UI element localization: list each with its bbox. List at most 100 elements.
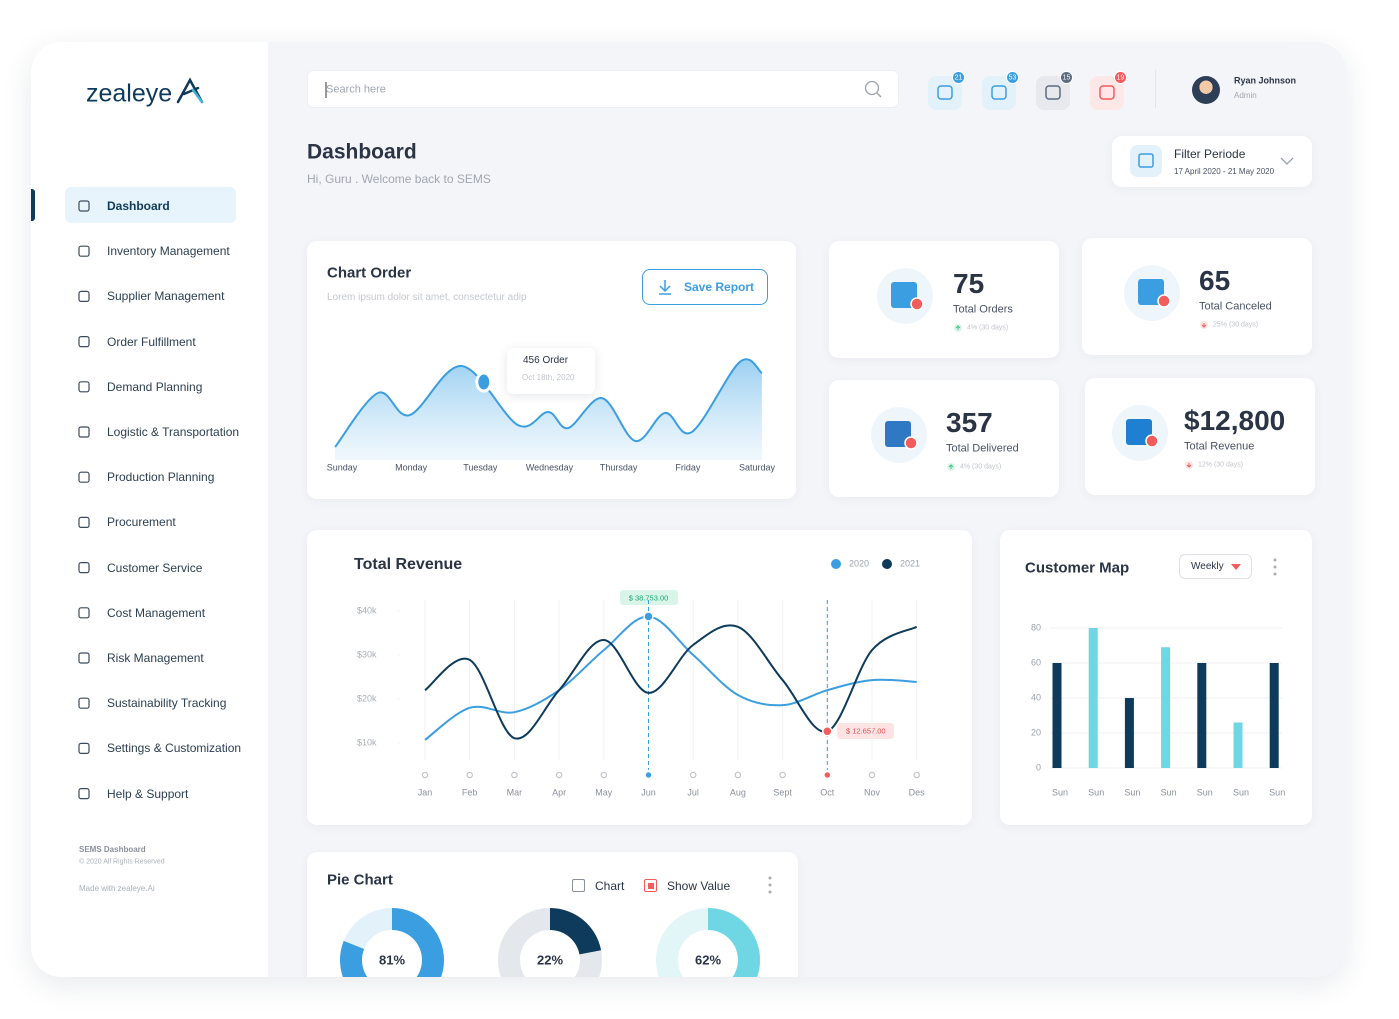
x-tick-label: Sun [1232,787,1250,798]
value-label-bg [619,590,678,605]
user-role: Admin [1234,91,1257,100]
menu-item[interactable]: Dashboard [107,199,170,213]
sidebar [31,42,268,977]
checkbox-check [647,882,654,889]
x-tick-label: Sunday [326,462,358,473]
legend-label: 2020 [849,558,870,569]
menu-item[interactable]: Risk Management [107,651,204,665]
stat-value: 75 [953,268,985,299]
x-tick-label: Sun [1160,787,1177,798]
x-tick-label: Mar [506,787,523,798]
stat-value: $12,800 [1184,405,1286,436]
menu-item[interactable]: Settings & Customization [107,741,242,756]
x-tick-label: Tuesday [463,462,498,473]
x-tick-label: Sun [1088,787,1105,798]
stat-label: Total Revenue [1184,440,1255,453]
x-tick-label: Wednesday [525,462,574,473]
stat-change: 12% (30 days) [1198,461,1244,469]
notification-badge [1060,71,1073,84]
footer-credit: Made with zealeye.Ai [79,884,155,893]
x-tick-label: Sun [1124,787,1141,798]
user-name: Ryan Johnson [1234,75,1297,86]
stat-card [829,241,1059,358]
stat-label: Total Delivered [946,442,1019,455]
menu-active-bg [65,187,236,223]
stat-trend-dot [947,463,955,471]
x-tick-label: Aug [729,787,746,798]
x-tick-label: Jun [641,787,656,798]
stat-icon-bg [871,407,927,463]
menu-active-indicator [31,189,35,221]
notification-badge [1006,71,1019,84]
page-title: Dashboard [307,140,417,164]
total-revenue-card [307,530,972,825]
x-tick-label: Des [908,787,925,798]
menu-item[interactable]: Customer Service [107,560,203,575]
x-tick-label: Friday [675,462,701,473]
search-placeholder: Search here [326,83,386,96]
stat-trend-dot [1200,321,1208,329]
footer-copyright: © 2020 All Rights Reserved [79,858,165,866]
y-tick-label: 20 [1030,727,1041,738]
stat-trend-dot [954,324,962,332]
stat-card [829,380,1059,497]
y-tick-label: $30k [357,649,377,660]
x-tick-label: Oct [820,787,835,798]
notification-badge [1114,71,1127,84]
stat-icon-bg [1112,405,1168,461]
dropdown-label: Weekly [1191,560,1224,572]
search-box[interactable] [307,70,899,108]
menu-item[interactable]: Procurement [107,515,176,530]
tooltip-date: Oct 18th, 2020 [522,373,575,382]
x-tick-label: Sun [1269,787,1286,798]
x-tick-label: Apr [552,787,567,798]
filter-icon-bg [1130,145,1162,177]
stat-change: 4% (30 days) [960,463,1002,471]
avatar[interactable] [1192,76,1220,104]
notification-count: 21 [954,74,963,81]
customer-map-card [1000,530,1312,825]
card-title: Chart Order [327,264,412,282]
x-tick-label: May [595,787,613,798]
menu-item[interactable]: Cost Management [107,605,206,620]
save-report-label: Save Report [684,280,755,294]
stat-value: 357 [946,407,993,438]
card-title: Total Revenue [354,556,463,573]
card-title: Customer Map [1025,559,1130,577]
stat-value: 65 [1199,265,1231,296]
menu-item[interactable]: Sustainability Tracking [107,696,227,711]
x-tick-label: Jan [417,787,433,798]
stat-label: Total Canceled [1199,300,1272,313]
notification-badge [952,71,965,84]
x-tick-label: Sept [773,787,792,798]
menu-item[interactable]: Logistic & Transportation [107,425,240,439]
checkbox-label: Chart [595,878,625,893]
checkbox[interactable] [572,879,585,892]
menu-item[interactable]: Help & Support [107,786,189,801]
x-tick-label: Monday [395,462,428,473]
x-tick-label: Sun [1196,787,1213,798]
menu-item[interactable]: Order Fulfillment [107,334,196,349]
stat-label: Total Orders [953,303,1013,316]
menu-item[interactable]: Supplier Management [107,289,225,304]
menu-item[interactable]: Production Planning [107,470,215,485]
card-subtitle: Lorem ipsum dolor sit amet, consectetur … [327,292,527,303]
topbar-divider [1155,70,1156,108]
x-tick-label: Feb [461,787,478,798]
stat-trend-dot [1185,461,1193,469]
y-tick-label: 80 [1030,622,1041,633]
stat-card [1082,238,1312,355]
logo-text: zealeye [86,79,173,108]
x-tick-label: Thursday [599,462,638,473]
x-tick-label: Nov [863,787,881,798]
menu-item[interactable]: Inventory Management [107,244,230,259]
menu-item[interactable]: Demand Planning [107,379,203,394]
notification-count: 19 [1116,74,1125,81]
y-tick-label: $20k [357,693,377,704]
notification-count: 15 [1062,74,1071,81]
legend-label: 2021 [900,558,921,569]
filter-range: 17 April 2020 - 21 May 2020 [1174,167,1275,176]
tooltip-title: 456 Order [523,355,569,366]
x-tick-label: Saturday [739,462,776,473]
